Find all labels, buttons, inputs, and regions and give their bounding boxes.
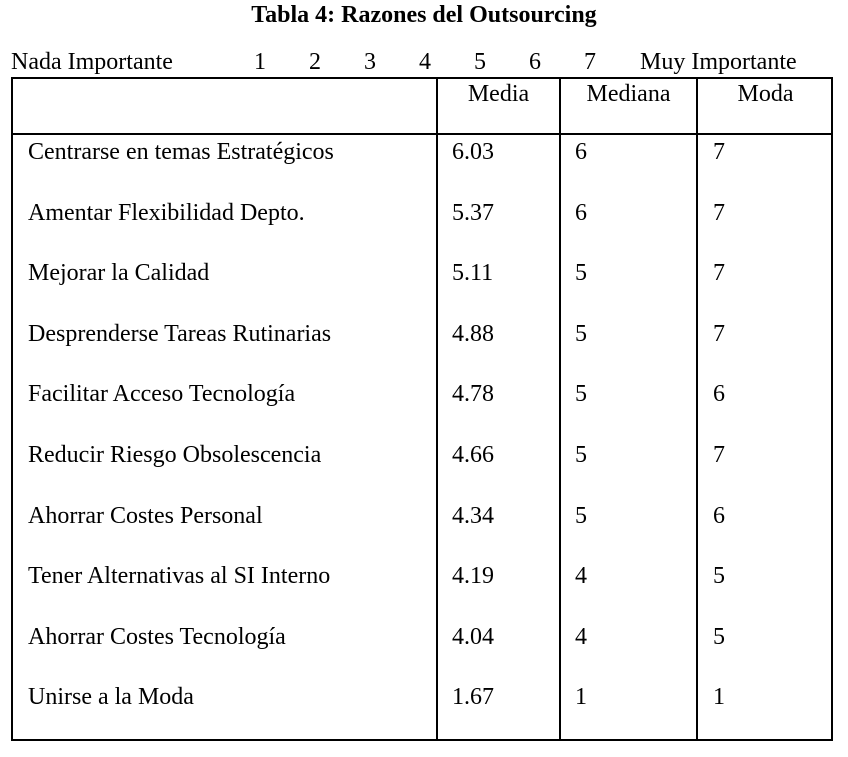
cell-media: 6.03	[452, 139, 494, 165]
row-label: Tener Alternativas al SI Interno	[28, 563, 331, 589]
cell-media: 4.04	[452, 624, 494, 650]
scale-point: 2	[309, 49, 321, 75]
table-title: Tabla 4: Razones del Outsourcing	[251, 2, 597, 28]
column-divider	[436, 77, 438, 741]
header-divider	[11, 133, 833, 135]
cell-mediana: 4	[575, 624, 587, 650]
column-divider	[559, 77, 561, 741]
cell-media: 4.19	[452, 563, 494, 589]
cell-mediana: 5	[575, 321, 587, 347]
cell-mediana: 6	[575, 200, 587, 226]
cell-moda: 7	[713, 200, 725, 226]
scale-point: 6	[529, 49, 541, 75]
cell-mediana: 5	[575, 260, 587, 286]
row-label: Ahorrar Costes Personal	[28, 503, 263, 529]
scale-right-label: Muy Importante	[640, 49, 797, 75]
row-label: Mejorar la Calidad	[28, 260, 210, 286]
cell-mediana: 4	[575, 563, 587, 589]
row-label: Unirse a la Moda	[28, 684, 194, 710]
cell-moda: 5	[713, 563, 725, 589]
cell-moda: 5	[713, 624, 725, 650]
row-label: Ahorrar Costes Tecnología	[28, 624, 286, 650]
row-label: Facilitar Acceso Tecnología	[28, 381, 296, 407]
table-frame	[11, 77, 833, 741]
importance-scale: Nada Importante 1 2 3 4 5 6 7 Muy Import…	[0, 47, 848, 77]
scale-point: 1	[254, 49, 266, 75]
scale-point: 4	[419, 49, 431, 75]
cell-mediana: 5	[575, 503, 587, 529]
scale-point: 7	[584, 49, 596, 75]
scale-point: 5	[474, 49, 486, 75]
column-header-moda: Moda	[737, 81, 794, 107]
cell-media: 4.66	[452, 442, 494, 468]
cell-moda: 7	[713, 260, 725, 286]
column-header-media: Media	[467, 81, 530, 107]
cell-moda: 7	[713, 442, 725, 468]
cell-moda: 6	[713, 503, 725, 529]
row-label: Amentar Flexibilidad Depto.	[28, 200, 305, 226]
row-label: Reducir Riesgo Obsolescencia	[28, 442, 322, 468]
scale-point: 3	[364, 49, 376, 75]
cell-mediana: 1	[575, 684, 587, 710]
scale-left-label: Nada Importante	[11, 49, 173, 75]
cell-mediana: 5	[575, 442, 587, 468]
row-label: Desprenderse Tareas Rutinarias	[28, 321, 332, 347]
cell-mediana: 5	[575, 381, 587, 407]
column-divider	[696, 77, 698, 741]
column-header-mediana: Mediana	[586, 81, 671, 107]
cell-media: 4.78	[452, 381, 494, 407]
row-label: Centrarse en temas Estratégicos	[28, 139, 334, 165]
cell-moda: 6	[713, 381, 725, 407]
cell-media: 4.88	[452, 321, 494, 347]
cell-media: 5.11	[452, 260, 494, 286]
cell-media: 5.37	[452, 200, 494, 226]
cell-media: 1.67	[452, 684, 494, 710]
cell-moda: 7	[713, 139, 725, 165]
cell-mediana: 6	[575, 139, 587, 165]
cell-moda: 1	[713, 684, 725, 710]
cell-moda: 7	[713, 321, 725, 347]
cell-media: 4.34	[452, 503, 494, 529]
